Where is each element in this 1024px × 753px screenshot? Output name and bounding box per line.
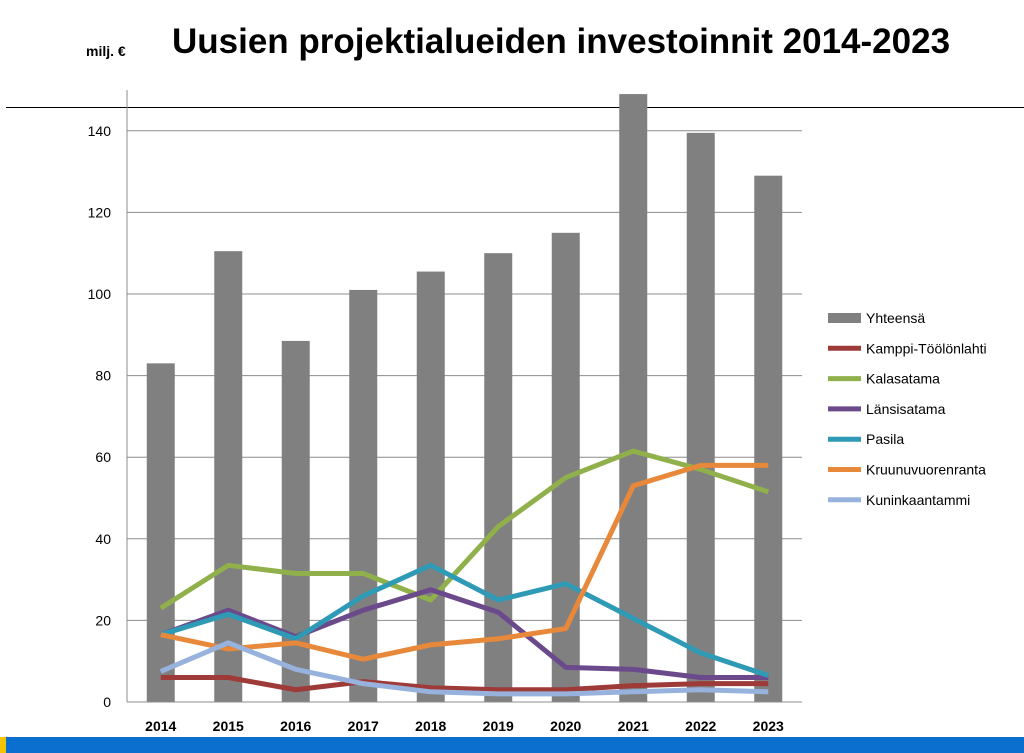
legend-label: Kalasatama	[866, 371, 940, 387]
series-line-pasila	[160, 562, 770, 678]
bar-layer	[146, 94, 783, 703]
bar-2019	[484, 253, 513, 702]
y-tick-label: 0	[103, 694, 111, 710]
bar-2015	[214, 251, 243, 702]
bar-2018	[416, 271, 445, 702]
x-tick-label: 2014	[145, 718, 176, 734]
bar-2016	[281, 340, 310, 702]
y-tick-label: 60	[95, 449, 111, 465]
series-line-kamppi-t-l-nlahti	[160, 675, 769, 693]
x-tick-label: 2021	[618, 718, 649, 734]
x-tick-label: 2016	[280, 718, 311, 734]
y-tick-label: 140	[88, 123, 112, 139]
legend-label: Kamppi-Töölönlahti	[866, 340, 987, 356]
legend: Yhteensä Kamppi-Töölönlahti Kalasatama Läns…	[828, 310, 987, 508]
x-tick-label: 2023	[753, 718, 784, 734]
bar-2017	[349, 289, 378, 702]
bar-2022	[686, 132, 715, 703]
y-tick-label: 80	[95, 368, 111, 384]
x-tick-label: 2018	[415, 718, 446, 734]
series-line-kruunuvuorenranta	[160, 462, 769, 662]
bar-2014	[146, 363, 175, 702]
legend-label: Länsisatama	[866, 401, 946, 417]
y-tick-label: 40	[95, 531, 111, 547]
title-divider	[6, 107, 1024, 108]
axis-layer: 0 20 40 60 80 100 120 140 2014 2015 2016 2017 2018 20…	[88, 90, 802, 734]
x-tick-label: 2019	[483, 718, 514, 734]
x-tick-label: 2022	[685, 718, 716, 734]
legend-swatch	[828, 313, 861, 323]
y-tick-label: 100	[88, 286, 112, 302]
legend-label: Kruunuvuorenranta	[866, 462, 986, 478]
page-title: Uusien projektialueiden investoinnit 201…	[172, 22, 951, 61]
footer-accent	[0, 737, 6, 753]
legend-label: Yhteensä	[866, 310, 925, 326]
x-tick-label: 2017	[348, 718, 379, 734]
bar-2021	[619, 94, 648, 702]
bar-2023	[754, 175, 783, 702]
footer-bar	[0, 737, 1024, 753]
legend-label: Kuninkaantammi	[866, 492, 970, 508]
y-tick-label: 120	[88, 204, 112, 220]
y-axis-unit-label: milj. €	[86, 43, 126, 59]
series-line-kalasatama	[159, 448, 770, 611]
x-tick-label: 2020	[550, 718, 581, 734]
series-line-l-nsisatama	[159, 587, 769, 681]
series-line-kuninkaantammi	[159, 640, 769, 697]
legend-label: Pasila	[866, 431, 904, 447]
y-tick-label: 20	[95, 612, 111, 628]
x-tick-label: 2015	[213, 718, 244, 734]
line-layer	[159, 448, 770, 697]
